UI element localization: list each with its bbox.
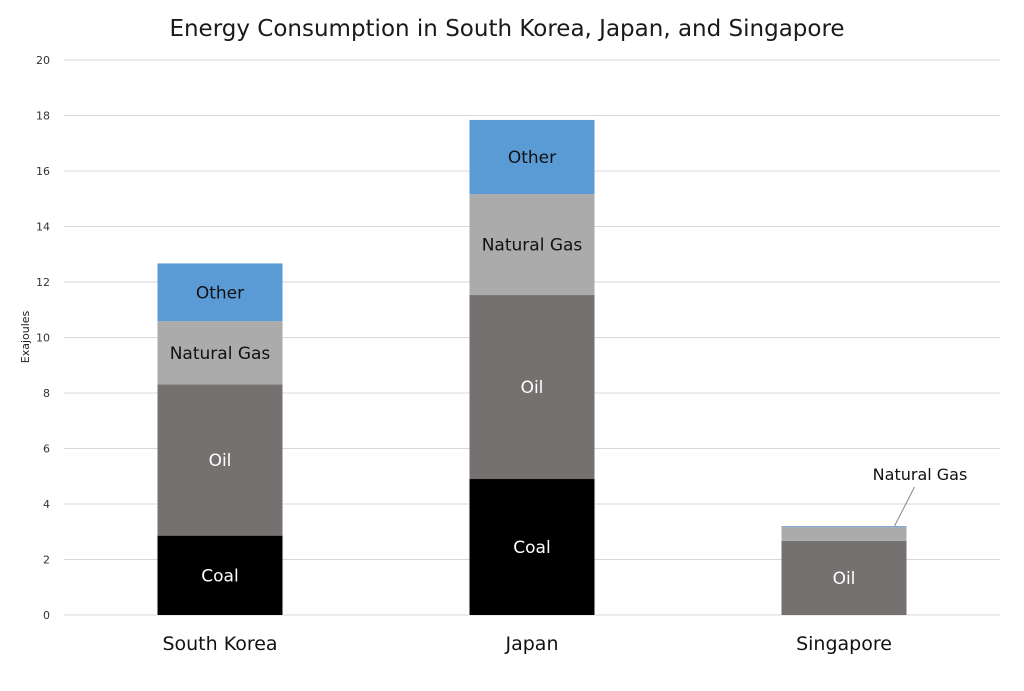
bar-segment-oil xyxy=(157,384,283,536)
x-tick-label: Singapore xyxy=(796,633,892,655)
chart-title: Energy Consumption in South Korea, Japan… xyxy=(169,16,844,42)
annotation-label: Natural Gas xyxy=(873,465,968,484)
bar-segment-natural-gas xyxy=(469,194,595,296)
data-label: Natural Gas xyxy=(170,344,271,364)
bar-segment-coal xyxy=(469,479,595,615)
bar-segment-natural-gas xyxy=(781,527,907,541)
bar-segment-other xyxy=(781,526,907,528)
x-tick-label: Japan xyxy=(505,633,559,655)
y-tick-label: 16 xyxy=(36,165,50,178)
data-label: Oil xyxy=(209,451,232,471)
bar-segment-oil xyxy=(781,540,907,615)
y-tick-label: 6 xyxy=(43,443,50,456)
data-label: Coal xyxy=(513,538,550,558)
x-tick-label: South Korea xyxy=(162,633,277,655)
bar-segment-oil xyxy=(469,295,595,480)
y-axis-label: Exajoules xyxy=(19,310,32,363)
y-tick-label: 14 xyxy=(36,221,50,234)
data-label: Coal xyxy=(201,566,238,586)
bar-segment-coal xyxy=(157,535,283,615)
bar-segment-natural-gas xyxy=(157,321,283,385)
bar-segment-other xyxy=(469,119,595,195)
leader-line xyxy=(894,486,915,527)
bar-segment-other xyxy=(157,263,283,322)
y-tick-label: 20 xyxy=(36,54,50,67)
data-label: Oil xyxy=(833,569,856,589)
data-label: Other xyxy=(196,283,244,303)
y-tick-label: 2 xyxy=(43,554,50,567)
y-tick-label: 18 xyxy=(36,110,50,123)
data-label: Other xyxy=(508,148,556,168)
y-tick-label: 10 xyxy=(36,332,50,345)
y-tick-label: 4 xyxy=(43,498,50,511)
y-tick-label: 12 xyxy=(36,276,50,289)
data-label: Natural Gas xyxy=(482,236,583,256)
y-tick-label: 8 xyxy=(43,387,50,400)
data-label: Oil xyxy=(521,378,544,398)
y-tick-label: 0 xyxy=(43,609,50,622)
